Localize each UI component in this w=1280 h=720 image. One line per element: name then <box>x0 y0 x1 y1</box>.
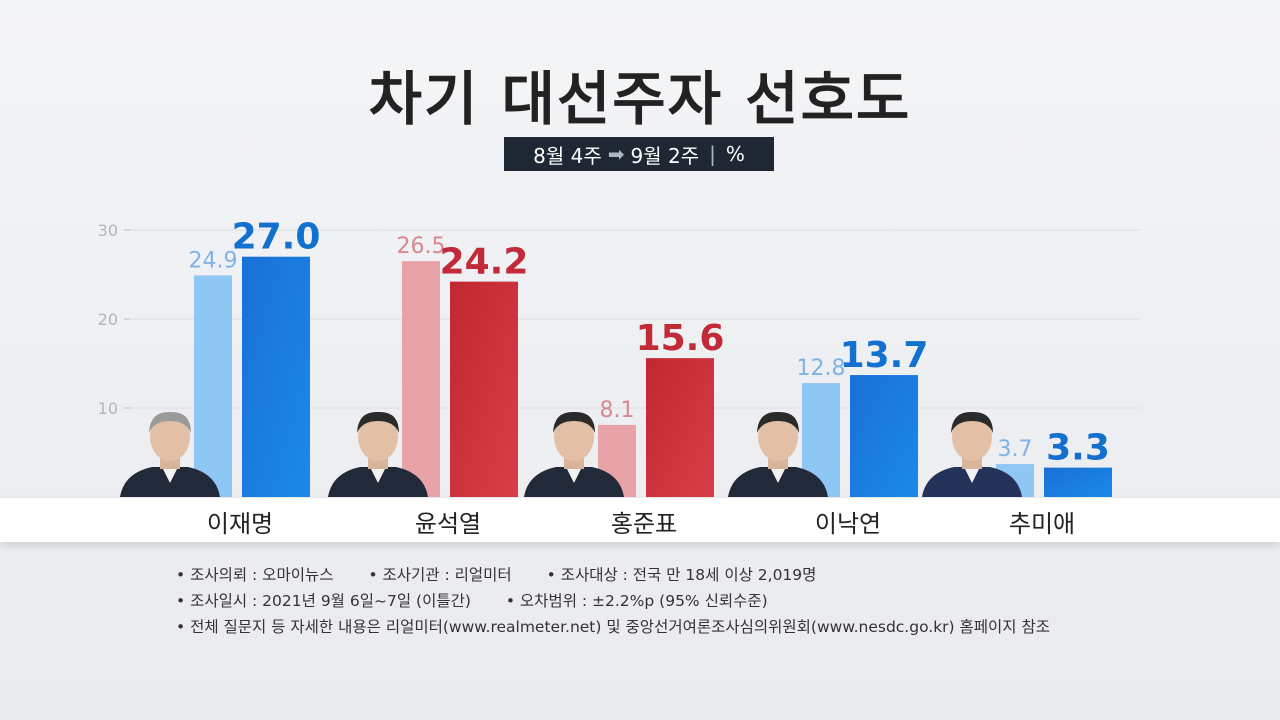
note-date: • 조사일시 : 2021년 9월 6일~7일 (이틀간) <box>176 592 471 610</box>
candidate-portrait <box>922 411 1022 497</box>
candidate-portrait <box>728 411 828 497</box>
bar-prev-value-label: 3.7 <box>998 437 1033 462</box>
survey-notes: • 조사의뢰 : 오마이뉴스 • 조사기관 : 리얼미터 • 조사대상 : 전국… <box>176 562 1050 640</box>
bar-prev-value-label: 26.5 <box>397 234 446 259</box>
bar-curr <box>450 281 518 497</box>
arrow-right-icon: ➡ <box>607 142 625 166</box>
category-label-band <box>0 498 1280 542</box>
bar-curr-value-label: 13.7 <box>840 335 929 376</box>
bar-curr-value-label: 24.2 <box>440 242 529 283</box>
notes-line-1: • 조사의뢰 : 오마이뉴스 • 조사기관 : 리얼미터 • 조사대상 : 전국… <box>176 562 1050 588</box>
bar-curr <box>850 375 918 497</box>
bar-curr-value-label: 27.0 <box>232 217 321 258</box>
bar-prev-value-label: 8.1 <box>600 398 635 423</box>
y-tick-label: 10 <box>98 399 118 418</box>
note-margin: • 오차범위 : ±2.2%p (95% 신뢰수준) <box>505 592 768 610</box>
category-label: 추미애 <box>1008 510 1076 538</box>
bar-prev <box>194 275 232 497</box>
y-tick-label: 30 <box>98 221 118 240</box>
bar-curr <box>646 358 714 497</box>
bar-curr-value-label: 15.6 <box>636 318 725 359</box>
y-tick-label: 20 <box>98 310 118 329</box>
candidate-portrait <box>524 411 624 497</box>
note-agency: • 조사기관 : 리얼미터 <box>368 566 512 584</box>
candidate-portrait <box>120 411 220 497</box>
note-client: • 조사의뢰 : 오마이뉴스 <box>176 566 334 584</box>
bar-prev-value-label: 24.9 <box>189 248 238 273</box>
note-target: • 조사대상 : 전국 만 18세 이상 2,019명 <box>546 566 817 584</box>
period-to: 9월 2주 <box>630 143 700 168</box>
category-label: 이낙연 <box>814 510 882 538</box>
category-label: 홍준표 <box>610 510 678 538</box>
notes-line-2: • 조사일시 : 2021년 9월 6일~7일 (이틀간) • 오차범위 : ±… <box>176 588 1050 614</box>
category-label: 윤석열 <box>414 510 482 538</box>
bar-prev-value-label: 12.8 <box>797 356 846 381</box>
candidate-portrait <box>328 411 428 497</box>
bar-curr <box>242 256 310 497</box>
separator: | <box>709 142 716 166</box>
period-from: 8월 4주 <box>533 143 602 168</box>
bar-curr <box>1044 467 1112 497</box>
chart-title: 차기 대선주자 선호도 <box>368 65 912 133</box>
period-badge: 8월 4주 ➡ 9월 2주 | % <box>504 137 774 171</box>
category-label: 이재명 <box>206 510 274 538</box>
bar-prev <box>402 261 440 497</box>
unit-label: % <box>725 142 745 166</box>
bar-curr-value-label: 3.3 <box>1046 428 1110 469</box>
notes-line-3: • 전체 질문지 등 자세한 내용은 리얼미터(www.realmeter.ne… <box>176 618 1051 636</box>
